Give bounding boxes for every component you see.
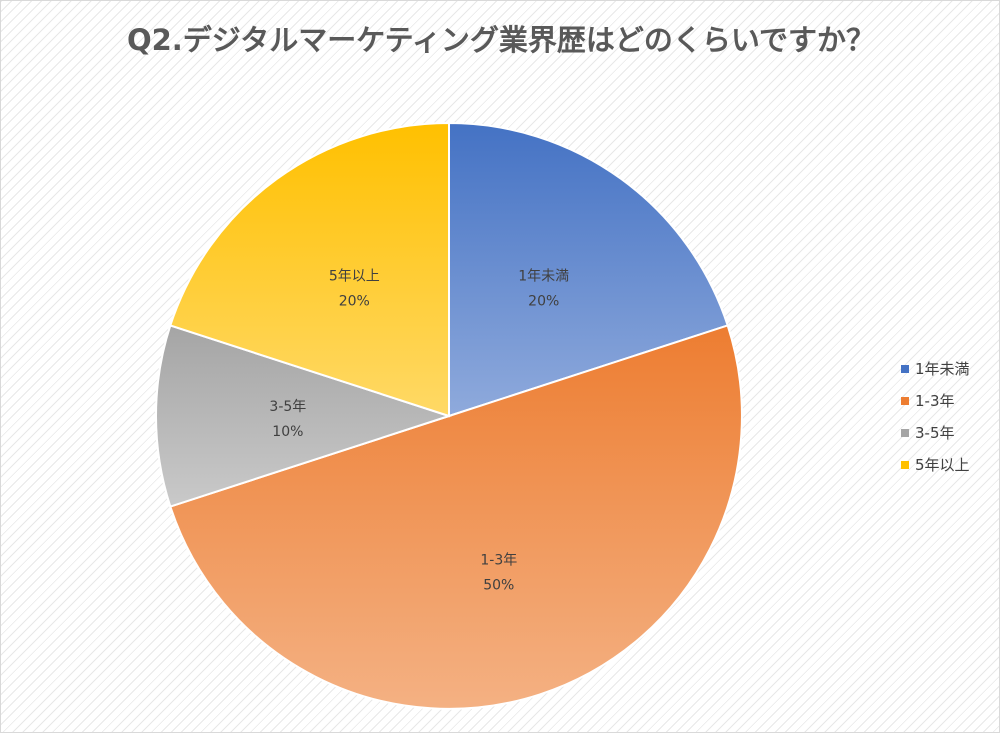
slice-value-label-1: 20% (528, 294, 559, 310)
slice-category-label-4: 5年以上 (329, 269, 380, 285)
legend-swatch-3 (901, 428, 909, 437)
pie-labels: 1年未満 20% 1-3年 50% 3-5年 10% 5年以上 20% (269, 269, 569, 594)
slice-category-label-3: 3-5年 (269, 399, 306, 415)
slice-category-label-1: 1年未満 (518, 269, 569, 285)
pie-slice-1 (448, 121, 729, 418)
legend-swatch-4 (901, 460, 909, 469)
slice-category-label-2: 1-3年 (480, 552, 517, 568)
legend-swatch-1 (901, 364, 909, 373)
legend-label-2: 1-3年 (915, 392, 955, 410)
legend-label-3: 3-5年 (915, 424, 955, 442)
slice-value-label-2: 50% (483, 577, 514, 593)
pie-slice-3 (155, 324, 453, 508)
legend-swatch-2 (901, 396, 909, 405)
pie-slices (155, 121, 743, 711)
chart-title: Q2.デジタルマーケティング業界歴はどのくらいですか？ (126, 23, 876, 57)
legend-label-4: 5年以上 (915, 456, 970, 474)
legend-item-3: 3-5年 (901, 420, 996, 445)
slice-value-label-4: 20% (339, 294, 370, 310)
legend: 1年未満 1-3年 3-5年 5年以上 (901, 356, 996, 484)
legend-item-4: 5年以上 (901, 452, 996, 477)
legend-item-1: 1年未満 (901, 356, 996, 381)
legend-label-1: 1年未満 (915, 360, 970, 378)
pie-slice-2 (169, 324, 743, 711)
slice-value-label-3: 10% (272, 424, 303, 440)
pie-slice-4 (169, 121, 450, 418)
legend-item-2: 1-3年 (901, 388, 996, 413)
